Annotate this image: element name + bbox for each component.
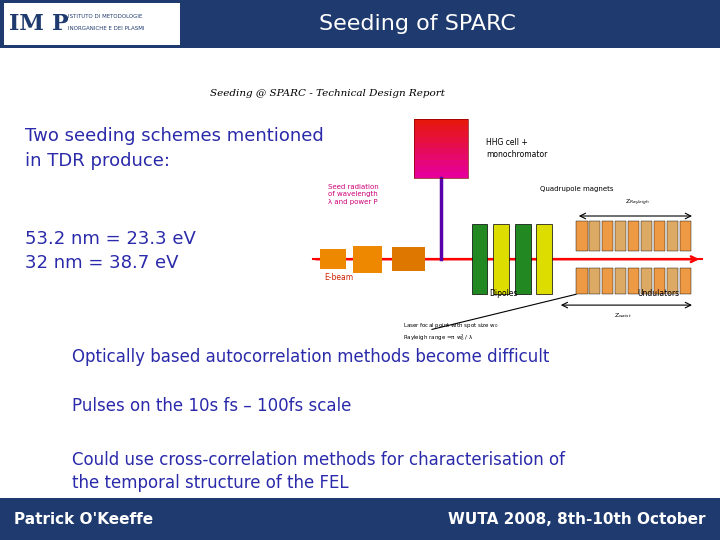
Text: ISTITUTO DI METODOLOGIE: ISTITUTO DI METODOLOGIE [68, 15, 143, 19]
Text: Quadrupole magnets: Quadrupole magnets [540, 186, 613, 192]
Bar [576, 221, 588, 251]
Bar [641, 268, 652, 294]
Bar [493, 224, 509, 294]
Bar [414, 172, 468, 178]
Bar [414, 166, 468, 172]
Bar [602, 268, 613, 294]
Text: Optically based autocorrelation methods become difficult: Optically based autocorrelation methods … [72, 348, 549, 366]
Bar [414, 154, 468, 160]
Bar [392, 247, 425, 271]
Text: IM: IM [9, 13, 43, 35]
Text: HHG cell +
monochromator: HHG cell + monochromator [486, 138, 547, 159]
Text: E-beam: E-beam [324, 273, 353, 282]
Bar [414, 125, 468, 131]
Bar [472, 224, 487, 294]
Text: Patrick O'Keeffe: Patrick O'Keeffe [14, 511, 153, 526]
Bar [680, 221, 691, 251]
Text: INORGANICHE E DEI PLASMI: INORGANICHE E DEI PLASMI [68, 26, 145, 31]
Bar [414, 119, 468, 178]
Bar [414, 131, 468, 137]
Bar [615, 268, 626, 294]
Bar [654, 221, 665, 251]
Text: Z$_{Rayleigh}$: Z$_{Rayleigh}$ [625, 198, 649, 208]
Bar [628, 221, 639, 251]
Text: Undulators: Undulators [638, 289, 680, 298]
Bar [414, 160, 468, 166]
Bar [414, 143, 468, 148]
Bar [414, 137, 468, 143]
Bar [615, 221, 626, 251]
Bar [654, 268, 665, 294]
Bar [515, 224, 531, 294]
Text: Seeding @ SPARC - Technical Design Report: Seeding @ SPARC - Technical Design Repor… [210, 89, 445, 98]
Text: WUTA 2008, 8th-10th October: WUTA 2008, 8th-10th October [448, 511, 706, 526]
Bar [320, 249, 346, 269]
Bar [641, 221, 652, 251]
Bar [667, 268, 678, 294]
Text: Z$_{waist}$: Z$_{waist}$ [614, 312, 631, 320]
Bar [536, 224, 552, 294]
Text: Pulses on the 10s fs – 100fs scale: Pulses on the 10s fs – 100fs scale [72, 397, 351, 415]
Text: P: P [52, 13, 68, 35]
Bar [589, 221, 600, 251]
Bar [414, 119, 468, 125]
Bar [0, 498, 720, 540]
Text: Could use cross-correlation methods for characterisation of
the temporal structu: Could use cross-correlation methods for … [72, 451, 565, 492]
Bar [628, 268, 639, 294]
Bar [353, 246, 382, 273]
Bar [602, 221, 613, 251]
Bar [589, 268, 600, 294]
Text: 53.2 nm = 23.3 eV
32 nm = 38.7 eV: 53.2 nm = 23.3 eV 32 nm = 38.7 eV [25, 230, 196, 273]
Bar [414, 148, 468, 154]
Text: Two seeding schemes mentioned
in TDR produce:: Two seeding schemes mentioned in TDR pro… [25, 127, 324, 170]
Text: Seeding of SPARC: Seeding of SPARC [319, 14, 516, 34]
Text: Dipoles: Dipoles [490, 289, 518, 298]
Text: Seed radiation
of wavelength
λ and power P: Seed radiation of wavelength λ and power… [328, 184, 378, 205]
Bar [4, 3, 180, 45]
Bar [667, 221, 678, 251]
Bar [680, 268, 691, 294]
Text: Laser focal point with spot size w$_0$
Rayleigh range =π w$_0^2$ / λ: Laser focal point with spot size w$_0$ R… [403, 321, 499, 343]
Bar [0, 0, 720, 48]
Bar [576, 268, 588, 294]
